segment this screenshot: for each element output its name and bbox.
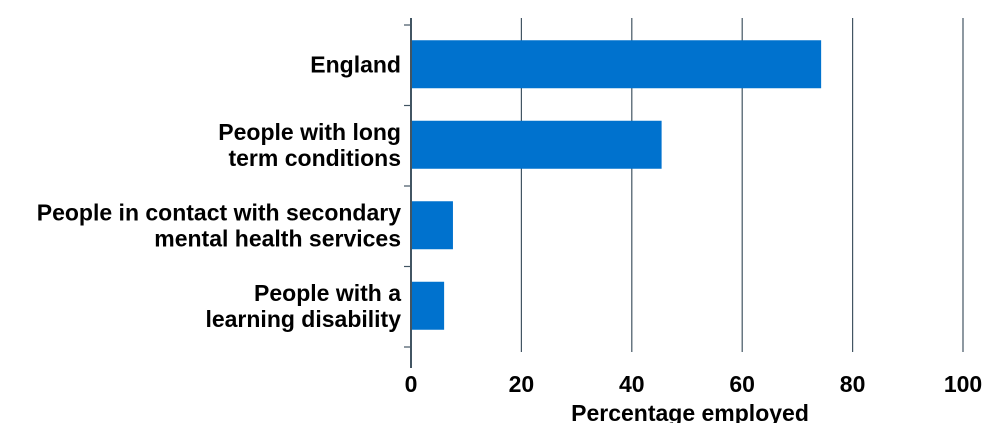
x-tick-label: 100 — [944, 371, 982, 397]
category-label: People with a learning disability — [205, 280, 401, 332]
y-axis — [404, 18, 412, 368]
bars — [411, 40, 822, 330]
category-label: People in contact with secondary mental h… — [37, 199, 401, 251]
category-label-line: People with long — [218, 119, 401, 145]
category-label-line: term conditions — [228, 145, 401, 171]
category-label-line: England — [310, 51, 401, 77]
bar — [411, 281, 445, 330]
x-tick-labels: 0 20 40 60 80 100 — [405, 371, 983, 397]
bar — [411, 120, 662, 169]
bar — [411, 201, 453, 250]
x-tick-label: 40 — [619, 371, 645, 397]
x-tick-label: 20 — [509, 371, 535, 397]
x-tick-label: 80 — [840, 371, 866, 397]
x-tick-label: 60 — [729, 371, 755, 397]
x-axis-title: Percentage employed — [571, 400, 809, 423]
category-label: England — [310, 51, 401, 77]
bar — [411, 40, 822, 89]
category-label-line: learning disability — [205, 306, 401, 332]
category-label: People with long term conditions — [218, 119, 401, 171]
x-tick-label: 0 — [405, 371, 418, 397]
category-label-line: People with a — [254, 280, 401, 306]
category-label-line: mental health services — [154, 225, 401, 251]
category-label-line: People in contact with secondary — [37, 199, 401, 225]
